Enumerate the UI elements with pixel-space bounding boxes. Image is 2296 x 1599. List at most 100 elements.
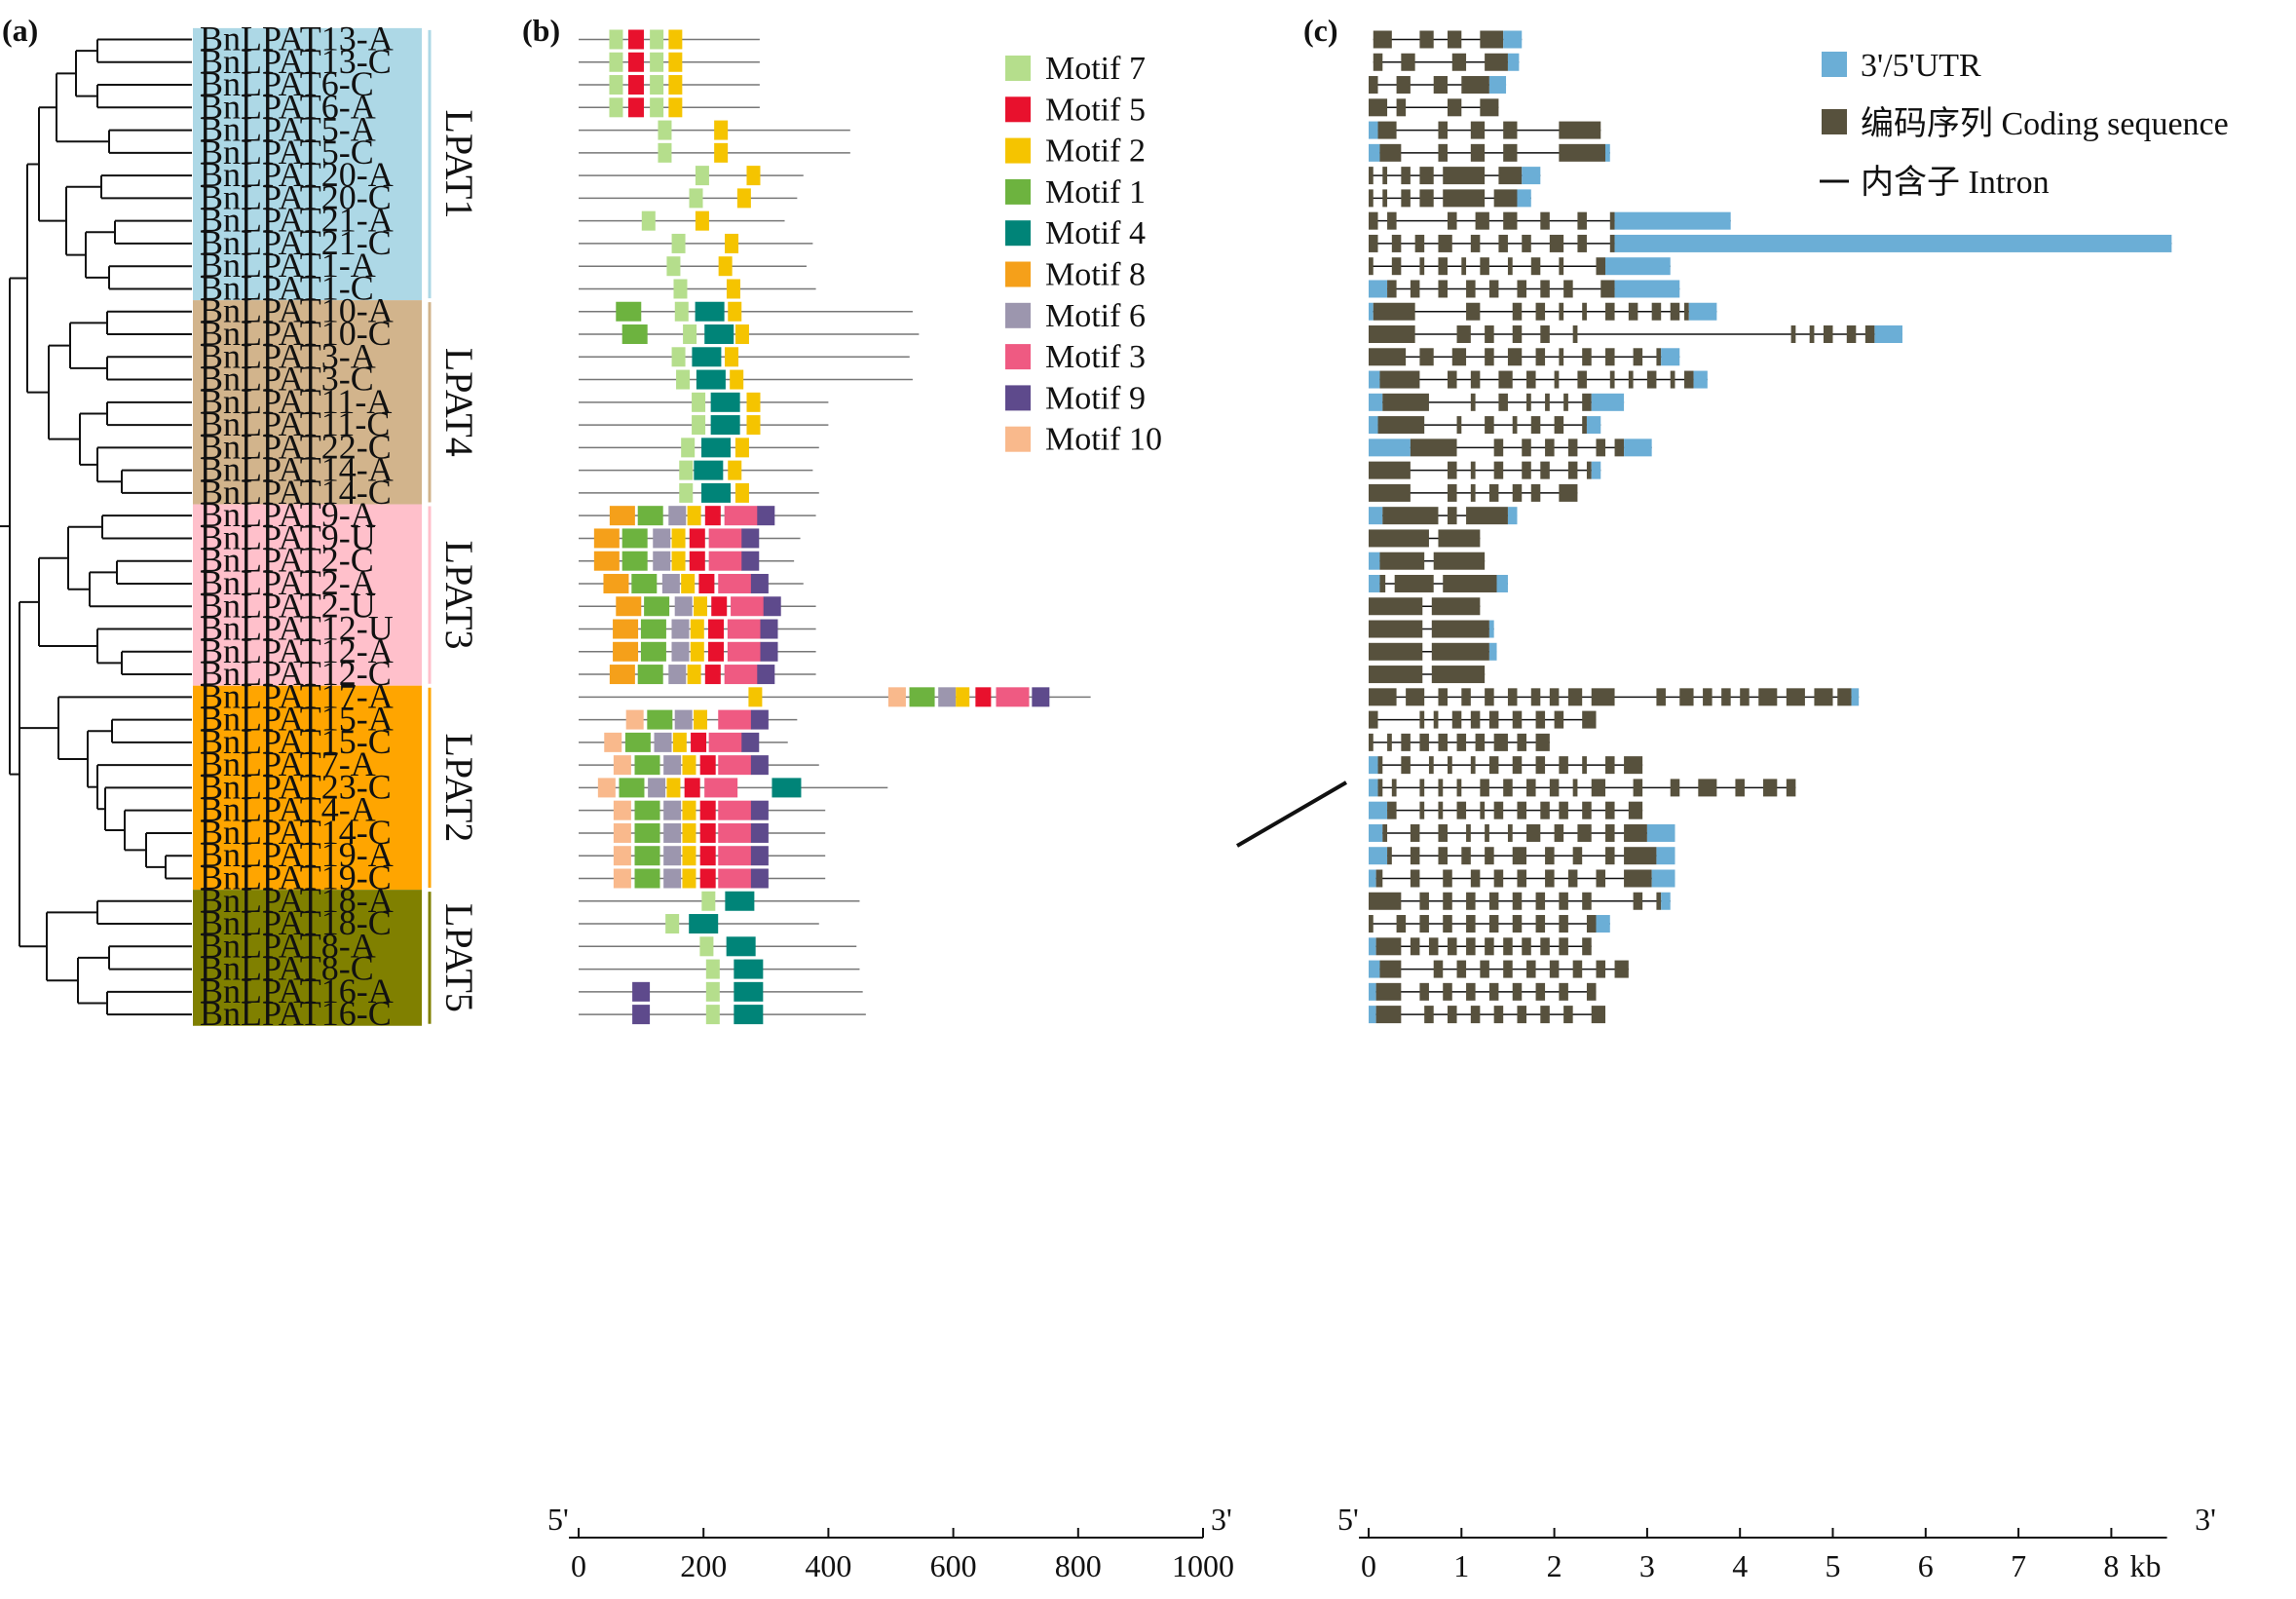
cds-block: [1480, 98, 1499, 117]
cds-block: [1609, 211, 1615, 230]
utr-block: [1596, 915, 1610, 933]
cds-block: [1493, 733, 1508, 751]
cds-block: [1438, 143, 1449, 162]
motif-9-box: [632, 981, 651, 1002]
motif-10-box: [597, 778, 616, 798]
motif-3-box: [724, 665, 758, 685]
cds-block: [1448, 937, 1457, 956]
axis-tick-label: 7: [2011, 1548, 2026, 1583]
cds-block: [1549, 234, 1564, 252]
motif-8-box: [609, 506, 635, 526]
cds-block: [1535, 982, 1546, 1001]
cds-block: [1624, 869, 1652, 888]
motif-7-box: [699, 936, 714, 957]
motif-9-box: [1032, 687, 1050, 707]
motif-10-box: [613, 868, 631, 889]
motif-2-box: [682, 800, 696, 820]
gene-label: BnLPAT22-C: [200, 427, 392, 466]
cds-block: [1698, 779, 1717, 797]
cds-block: [1448, 211, 1457, 230]
motif-2-box: [687, 506, 701, 526]
motif-9-box: [741, 528, 760, 549]
motif-9-box: [763, 596, 781, 617]
motif-5-box: [627, 29, 644, 50]
utr-block: [1369, 869, 1376, 888]
cds-block: [1488, 483, 1499, 502]
gene-label: BnLPAT10-A: [200, 291, 394, 330]
motif-2-box: [734, 324, 749, 345]
motif-2-box: [718, 256, 733, 277]
cds-block: [1401, 53, 1415, 71]
motif-legend-label: Motif 1: [1045, 174, 1146, 210]
motif-6-box: [668, 506, 687, 526]
cds-block: [1582, 710, 1597, 729]
gene-label: BnLPAT16-C: [200, 994, 392, 1033]
motif-6-box: [653, 528, 671, 549]
motif-4-box: [692, 347, 722, 367]
cds-block: [1431, 620, 1489, 638]
cds-block: [1438, 801, 1444, 819]
cds-block: [1559, 982, 1568, 1001]
motif-7-box: [609, 52, 623, 72]
motif-9-box: [750, 822, 769, 843]
axis-tick-label: 600: [930, 1548, 977, 1583]
motif-2-box: [668, 29, 683, 50]
motif-5-box: [699, 800, 716, 820]
motif-2-box: [695, 210, 709, 231]
axis-tick-label: 8: [2103, 1548, 2119, 1583]
cds-block: [1540, 937, 1550, 956]
motif-2-box: [725, 347, 739, 367]
cds-block: [1488, 756, 1499, 775]
cds-block: [1470, 143, 1486, 162]
motif-7-box: [641, 210, 656, 231]
cds-block: [1605, 302, 1615, 321]
gene-structure-panel: [1369, 30, 2172, 1024]
cds-block: [1438, 234, 1452, 252]
motif-3-box: [704, 778, 738, 798]
cds-block: [1633, 348, 1643, 366]
cds-block: [1563, 393, 1568, 411]
cds-block: [1443, 982, 1452, 1001]
motif-1-box: [621, 551, 648, 571]
utr-block: [1605, 143, 1610, 162]
cds-block: [1438, 529, 1481, 548]
cds-block: [1377, 779, 1383, 797]
cds-block: [1559, 302, 1564, 321]
cds-block: [1554, 416, 1564, 435]
cds-block: [1419, 801, 1425, 819]
cds-block: [1864, 325, 1875, 344]
cds-block: [1419, 257, 1425, 276]
cds-block: [1670, 779, 1680, 797]
cds-block: [1369, 642, 1423, 661]
motif-7-box: [695, 166, 709, 186]
cds-block: [1475, 733, 1486, 751]
motif-9-box: [750, 846, 769, 866]
subfamily-band-lpat5: [193, 890, 422, 1026]
motif-5-box: [689, 551, 705, 571]
cds-block: [1382, 507, 1439, 525]
cds-block: [1438, 823, 1449, 842]
motif-legend-swatch: [1005, 220, 1031, 247]
cds-block: [1377, 121, 1397, 139]
cds-block: [1375, 1006, 1402, 1024]
motif-7-box: [676, 369, 691, 390]
motif-4-box: [695, 301, 725, 322]
cds-block: [1443, 574, 1497, 592]
cds-block: [1480, 779, 1489, 797]
cds-block: [1470, 393, 1476, 411]
subfamily-band-lpat2: [193, 685, 422, 891]
cds-block: [1410, 847, 1420, 865]
motif-legend-swatch: [1005, 426, 1031, 452]
cds-block: [1721, 688, 1731, 706]
cds-block: [1369, 461, 1411, 479]
motif-6-box: [663, 868, 682, 889]
cds-block: [1596, 869, 1606, 888]
motif-10-box: [613, 822, 631, 843]
cds-block: [1369, 529, 1429, 548]
motif-3-box: [718, 822, 752, 843]
cds-block: [1369, 167, 1374, 185]
cds-block: [1377, 756, 1383, 775]
intron-legend-label: 内含子 Intron: [1861, 164, 2050, 201]
motif-9-box: [757, 506, 775, 526]
utr-block: [1661, 348, 1680, 366]
